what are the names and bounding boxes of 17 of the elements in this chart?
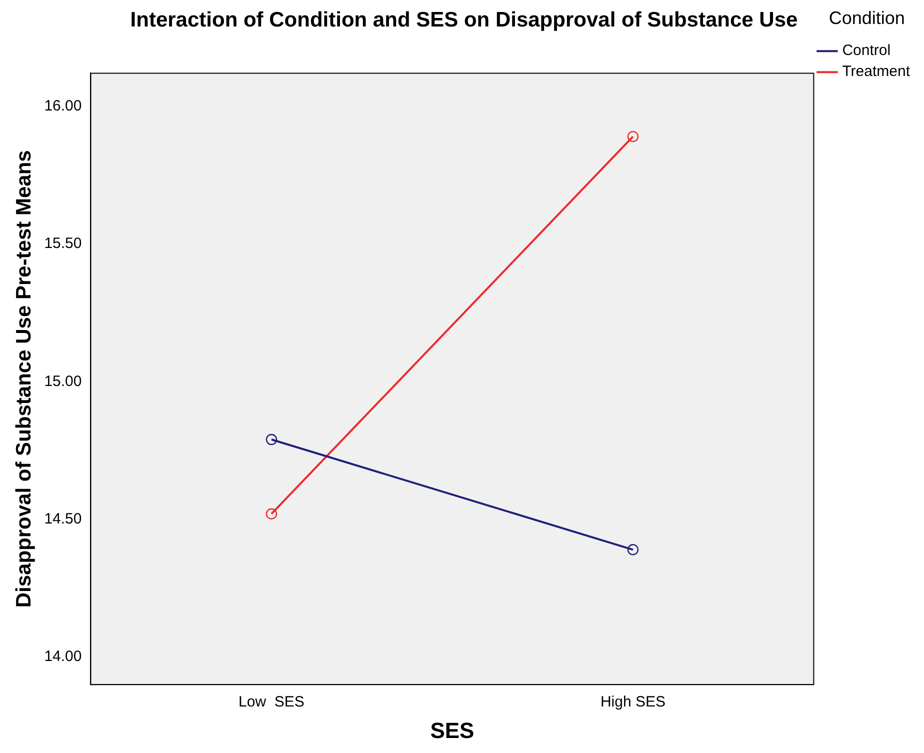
y-tick-label: 14.00 xyxy=(44,648,82,666)
chart-title: Interaction of Condition and SES on Disapproval of Substance Use xyxy=(130,8,798,32)
y-tick-label: 14.50 xyxy=(44,510,82,528)
legend-label: Control xyxy=(842,42,891,60)
x-axis-title: SES xyxy=(430,718,474,743)
point xyxy=(627,130,639,142)
x-tick-label: High SES xyxy=(600,694,666,711)
legend-label: Treatment xyxy=(842,63,911,80)
x-tick-label: Low SES xyxy=(238,694,304,711)
y-axis-title: Disapproval of Substance Use Pre-test Means xyxy=(12,150,36,608)
y-tick-label: 16.00 xyxy=(44,97,82,114)
point xyxy=(266,508,278,520)
y-tick-label: 15.50 xyxy=(44,235,82,252)
legend-title: Condition xyxy=(828,8,905,28)
point xyxy=(627,544,639,556)
point xyxy=(266,434,278,446)
y-tick-label: 15.00 xyxy=(44,372,82,390)
